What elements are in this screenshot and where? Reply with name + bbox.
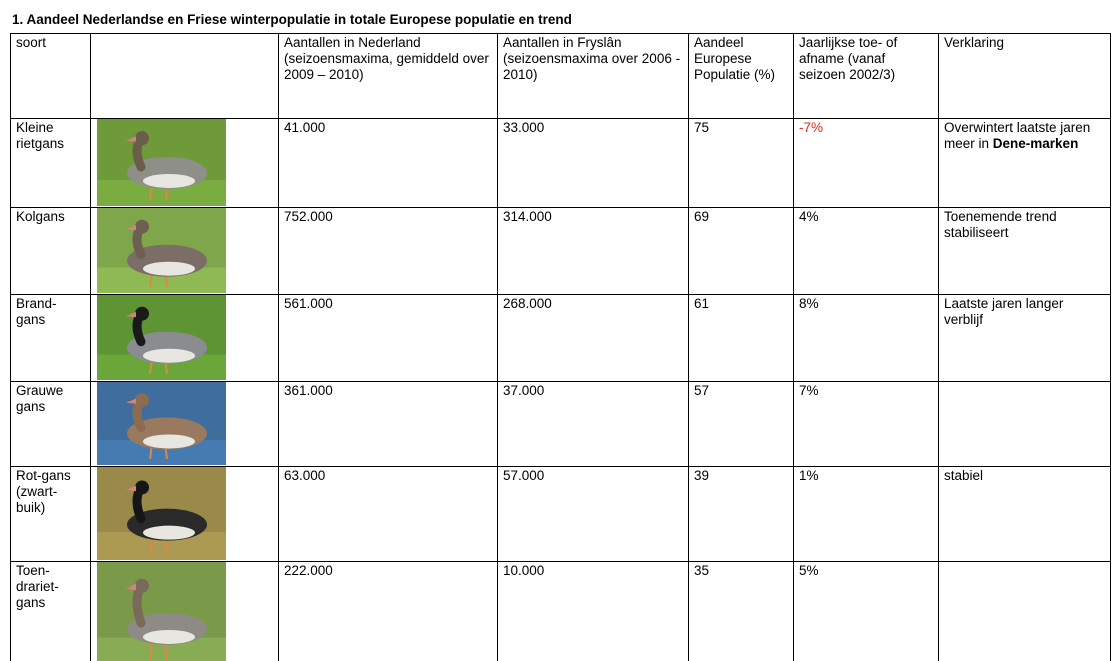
trend-cell: 7%: [793, 381, 939, 467]
photo-part: [143, 348, 195, 363]
nl-count-cell: 222.000: [278, 561, 498, 661]
explanation-cell: stabiel: [938, 466, 1111, 562]
image-cell: [90, 381, 279, 467]
explanation-text: Overwintert laatste jaren meer in: [944, 120, 1091, 151]
image-cell: [90, 294, 279, 382]
table-row: Kolgans 752.000 314.000 69 4% Toenemende tren…: [10, 207, 1111, 295]
explanation-bold: Dene-marken: [992, 136, 1079, 151]
table: soort Aantallen in Nederland (seizoensmax…: [10, 33, 1111, 661]
photo-part: [135, 306, 149, 321]
photo-part: [135, 131, 149, 146]
share-cell: 39: [688, 466, 794, 562]
goose-photo: [97, 119, 226, 206]
species-cell: Toen-drariet-gans: [10, 561, 91, 661]
species-cell: Rot-gans (zwart-buik): [10, 466, 91, 562]
share-cell: 35: [688, 561, 794, 661]
table-row: Rot-gans (zwart-buik) 63.000 57.000 39 1% sta…: [10, 466, 1111, 562]
species-cell: Kleine rietgans: [10, 118, 91, 208]
fy-count-cell: 57.000: [497, 466, 689, 562]
photo-part: [135, 480, 149, 495]
goose-photo: [97, 382, 226, 465]
share-cell: 57: [688, 381, 794, 467]
image-cell: [90, 118, 279, 208]
header-cell: soort: [10, 33, 91, 119]
header-cell: Jaarlijkse toe- of afname (vanaf seizoen…: [793, 33, 939, 119]
table-row: Toen-drariet-gans 222.000 10.000 35 5%: [10, 561, 1111, 661]
trend-cell: 1%: [793, 466, 939, 562]
explanation-text: Toenemende trend stabiliseert: [944, 209, 1057, 240]
nl-count-cell: 361.000: [278, 381, 498, 467]
photo-part: [126, 225, 136, 231]
goose-photo: [97, 467, 226, 560]
header-cell: Aantallen in Nederland (seizoensmaxima, …: [278, 33, 498, 119]
photo-part: [135, 393, 149, 408]
photo-part: [97, 637, 226, 661]
table-wrap: soort Aantallen in Nederland (seizoensmax…: [10, 33, 1111, 661]
table-row: Brand-gans 561.000 268.000 61 8% Laatste jare…: [10, 294, 1111, 382]
trend-cell: 5%: [793, 561, 939, 661]
nl-count-cell: 561.000: [278, 294, 498, 382]
table-row: Grauwe gans 361.000 37.000 57 7%: [10, 381, 1111, 467]
photo-part: [126, 583, 136, 591]
nl-count-cell: 41.000: [278, 118, 498, 208]
share-cell: 75: [688, 118, 794, 208]
photo-part: [126, 312, 136, 318]
explanation-cell: Overwintert laatste jaren meer in Dene-m…: [938, 118, 1111, 208]
header-row: soort Aantallen in Nederland (seizoensmax…: [10, 33, 1111, 119]
fy-count-cell: 33.000: [497, 118, 689, 208]
goose-photo: [97, 208, 226, 293]
explanation-cell: [938, 561, 1111, 661]
image-cell: [90, 207, 279, 295]
explanation-text: Laatste jaren langer verblijf: [944, 296, 1064, 327]
photo-part: [143, 629, 195, 644]
fy-count-cell: 314.000: [497, 207, 689, 295]
photo-part: [143, 173, 195, 188]
trend-cell: -7%: [793, 118, 939, 208]
photo-part: [135, 578, 149, 593]
nl-count-cell: 63.000: [278, 466, 498, 562]
trend-cell: 8%: [793, 294, 939, 382]
explanation-cell: Laatste jaren langer verblijf: [938, 294, 1111, 382]
share-cell: 61: [688, 294, 794, 382]
document-title: 1. Aandeel Nederlandse en Friese winterp…: [12, 12, 572, 27]
goose-photo: [97, 562, 226, 661]
species-cell: Kolgans: [10, 207, 91, 295]
share-cell: 69: [688, 207, 794, 295]
explanation-cell: [938, 381, 1111, 467]
photo-part: [126, 136, 136, 142]
fy-count-cell: 10.000: [497, 561, 689, 661]
table-row: Kleine rietgans 41.000 33.000 75 -7% Overwint…: [10, 118, 1111, 208]
image-cell: [90, 466, 279, 562]
explanation-text: stabiel: [944, 468, 984, 483]
header-cell: [90, 33, 279, 119]
photo-part: [135, 219, 149, 234]
trend-cell: 4%: [793, 207, 939, 295]
explanation-cell: Toenemende trend stabiliseert: [938, 207, 1111, 295]
photo-part: [143, 525, 195, 540]
species-cell: Grauwe gans: [10, 381, 91, 467]
photo-part: [143, 261, 195, 276]
photo-part: [126, 485, 136, 492]
header-cell: Aandeel Europese Populatie (%): [688, 33, 794, 119]
fy-count-cell: 268.000: [497, 294, 689, 382]
fy-count-cell: 37.000: [497, 381, 689, 467]
photo-part: [143, 434, 195, 449]
photo-part: [126, 398, 136, 404]
header-cell: Aantallen in Fryslân (seizoensmaxima ove…: [497, 33, 689, 119]
goose-photo: [97, 295, 226, 380]
species-cell: Brand-gans: [10, 294, 91, 382]
nl-count-cell: 752.000: [278, 207, 498, 295]
image-cell: [90, 561, 279, 661]
header-cell: Verklaring: [938, 33, 1111, 119]
table-body: Kleine rietgans 41.000 33.000 75 -7% Overwint…: [10, 118, 1111, 661]
